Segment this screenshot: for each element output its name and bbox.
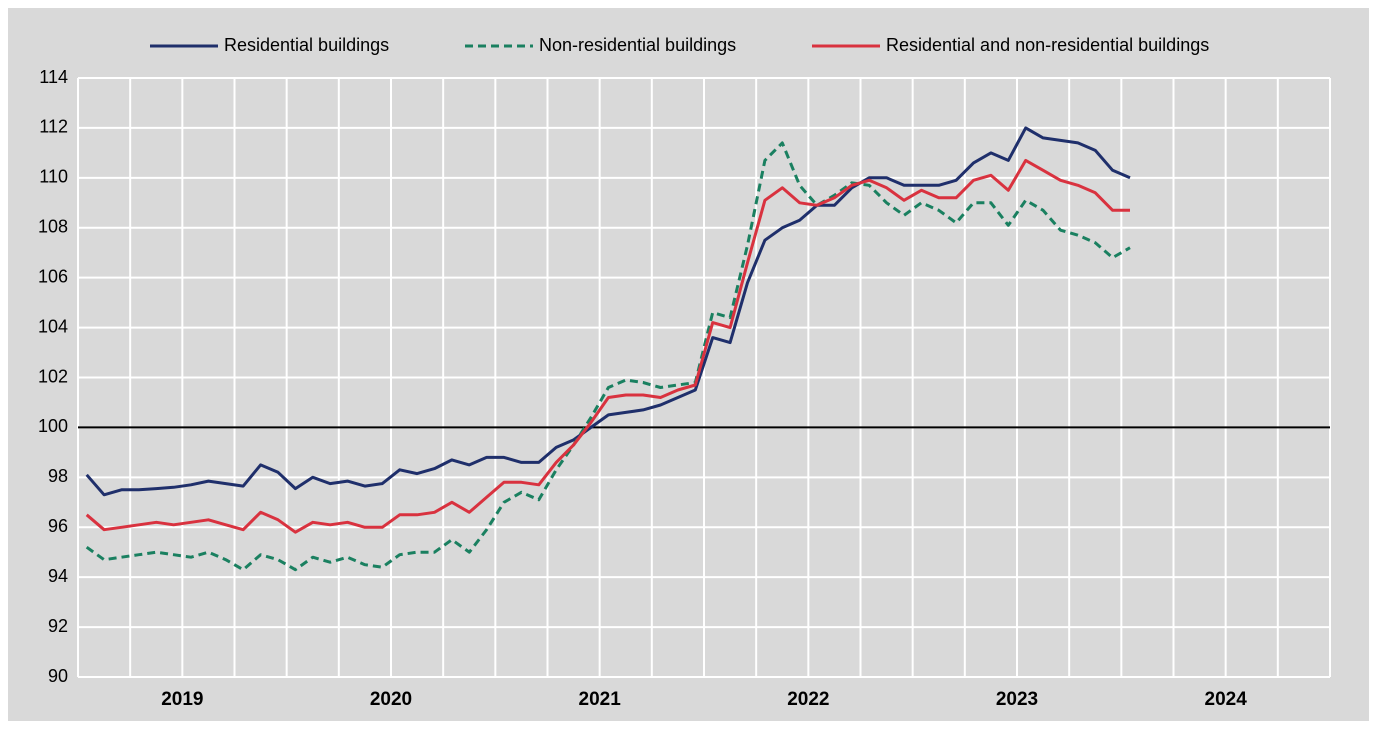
series-line	[85, 141, 1131, 572]
y-tick-label: 114	[39, 67, 68, 87]
y-tick-label: 110	[39, 167, 68, 187]
x-tick-label: 2023	[996, 689, 1038, 710]
y-tick-label: 104	[38, 316, 68, 336]
y-tick-label: 92	[48, 616, 68, 636]
x-tick-label: 2022	[787, 689, 829, 710]
y-tick-label: 98	[48, 466, 68, 486]
x-tick-label: 2020	[370, 689, 412, 710]
legend-label: Residential and non-residential building…	[886, 35, 1209, 55]
y-tick-label: 96	[48, 516, 68, 536]
y-tick-label: 102	[38, 366, 68, 386]
series-line	[85, 158, 1130, 534]
y-tick-label: 106	[38, 266, 68, 286]
y-tick-label: 112	[39, 117, 68, 137]
legend-label: Non-residential buildings	[539, 35, 736, 55]
y-tick-label: 100	[38, 416, 68, 436]
x-tick-label: 2024	[1205, 689, 1248, 710]
series-line	[85, 126, 1131, 497]
y-tick-label: 108	[38, 217, 68, 237]
chart-background	[8, 8, 1369, 721]
x-tick-label: 2021	[579, 689, 622, 710]
y-tick-label: 94	[48, 566, 68, 586]
legend-label: Residential buildings	[224, 35, 389, 55]
x-tick-label: 2019	[161, 689, 203, 710]
y-tick-label: 90	[48, 666, 68, 686]
